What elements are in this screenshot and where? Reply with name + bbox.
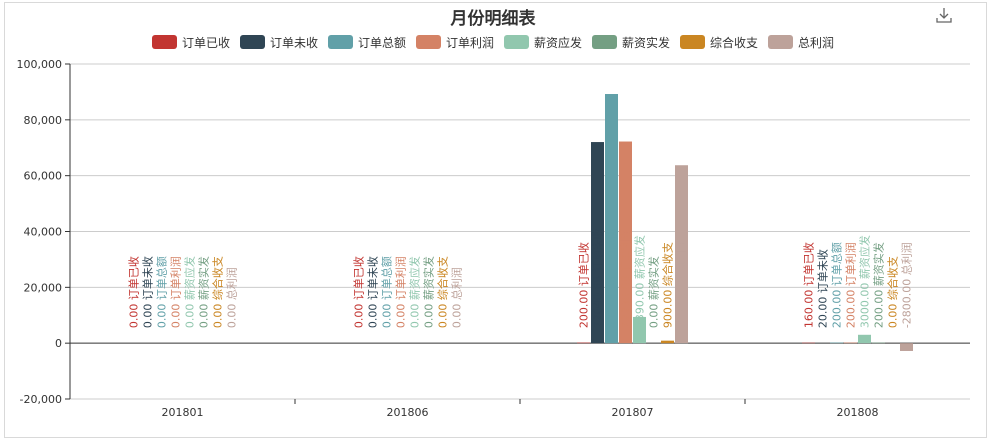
bar[interactable] xyxy=(577,342,590,344)
legend-swatch xyxy=(328,35,353,49)
x-tick-label: 201808 xyxy=(837,406,879,419)
legend-label: 薪资实发 xyxy=(622,35,670,50)
chart-title: 月份明细表 xyxy=(450,8,537,29)
download-icon[interactable] xyxy=(934,5,954,25)
data-label: 200.00 薪资实发 xyxy=(872,242,886,328)
legend: 订单已收 订单未收 订单总额 订单利润 薪资应发 薪资实发 综合收支 总利润 xyxy=(152,35,834,50)
legend-label: 订单已收 xyxy=(182,36,230,50)
legend-item[interactable]: 综合收支 xyxy=(680,35,758,50)
data-label: 63738.78 总利润 xyxy=(675,239,689,328)
data-label: 0.00 薪资应发 xyxy=(183,256,197,328)
data-label: 72040.68 订单未收 xyxy=(591,228,605,328)
data-label: 0.00 订单已收 xyxy=(352,256,366,328)
x-tick-label: 201801 xyxy=(162,406,204,419)
grid xyxy=(70,63,970,400)
data-label: 0.00 薪资应发 xyxy=(408,256,422,328)
data-label: 0.00 综合收支 xyxy=(436,256,450,328)
data-label: 0.00 综合收支 xyxy=(211,256,225,328)
legend-label: 订单未收 xyxy=(270,36,318,50)
data-label: 9390.00 薪资应发 xyxy=(633,235,647,328)
legend-item[interactable]: 薪资应发 xyxy=(504,35,582,50)
bar[interactable] xyxy=(661,340,674,344)
y-tick-label: 0 xyxy=(55,337,62,350)
legend-label: 薪资应发 xyxy=(534,35,582,50)
chart-frame xyxy=(4,2,987,438)
legend-item[interactable]: 订单未收 xyxy=(240,35,318,50)
bar[interactable] xyxy=(633,316,646,344)
x-tick-label: 201807 xyxy=(612,406,654,419)
data-label: 0.00 薪资实发 xyxy=(422,256,436,328)
data-label: 0.00 订单利润 xyxy=(394,256,408,328)
y-tick-label: 80,000 xyxy=(24,114,63,127)
y-tick-label: 60,000 xyxy=(24,170,63,183)
data-label: 0.00 订单已收 xyxy=(127,256,141,328)
data-label: 900.00 综合收支 xyxy=(661,242,675,328)
bar[interactable] xyxy=(605,94,618,344)
bar[interactable] xyxy=(872,342,885,344)
data-label: 200.00 订单总额 xyxy=(830,242,844,328)
y-tick-label: -20,000 xyxy=(20,393,62,406)
bar[interactable] xyxy=(830,342,843,344)
data-label: 200.00 订单利润 xyxy=(844,242,858,328)
legend-item[interactable]: 订单已收 xyxy=(152,35,230,50)
legend-swatch xyxy=(416,35,441,49)
data-label: 0.00 总利润 xyxy=(225,267,239,328)
data-label: 0.00 薪资实发 xyxy=(197,256,211,328)
data-label: -2800.00 总利润 xyxy=(900,242,914,328)
legend-swatch xyxy=(680,35,705,49)
bar[interactable] xyxy=(619,141,632,344)
legend-swatch xyxy=(152,35,177,49)
legend-item[interactable]: 总利润 xyxy=(768,35,834,50)
legend-label: 订单利润 xyxy=(446,36,494,50)
data-labels: 0.00 订单已收 0.00 订单未收 0.00 订单总额 0.00 订单利润 0.00… xyxy=(127,228,914,328)
data-label: 0.00 总利润 xyxy=(450,267,464,328)
data-label: 89248.68 订单总额 xyxy=(605,228,619,328)
data-label: 0.00 综合收支 xyxy=(886,256,900,328)
axes: -20,000 0 20,000 40,000 60,000 80,000 100,000 2… xyxy=(17,58,970,419)
legend-label: 总利润 xyxy=(798,36,834,50)
legend-swatch xyxy=(592,35,617,49)
y-tick-label: 100,000 xyxy=(17,58,63,71)
legend-label: 订单总额 xyxy=(358,36,406,50)
bar[interactable] xyxy=(858,334,871,344)
data-label: 3000.00 薪资应发 xyxy=(858,235,872,328)
bar[interactable] xyxy=(675,165,688,344)
bar[interactable] xyxy=(900,343,913,351)
data-label: 72230.68 订单利润 xyxy=(619,228,633,328)
legend-item[interactable]: 订单利润 xyxy=(416,35,494,50)
data-label: 0.00 订单未收 xyxy=(141,256,155,328)
data-label: 200.00 订单已收 xyxy=(577,242,591,328)
data-label: 0.00 订单利润 xyxy=(169,256,183,328)
y-tick-label: 20,000 xyxy=(24,281,63,294)
data-label: 0.00 订单总额 xyxy=(380,256,394,328)
legend-swatch xyxy=(504,35,529,49)
bars xyxy=(577,94,913,351)
legend-swatch xyxy=(240,35,265,49)
legend-label: 综合收支 xyxy=(710,35,758,50)
data-label: 0.00 订单未收 xyxy=(366,256,380,328)
bar[interactable] xyxy=(844,342,857,344)
legend-item[interactable]: 订单总额 xyxy=(328,35,406,50)
data-label: 0.00 薪资实发 xyxy=(647,256,661,328)
bar[interactable] xyxy=(591,142,604,344)
legend-swatch xyxy=(768,35,793,49)
data-label: 20.00 订单未收 xyxy=(816,249,830,328)
data-label: 160.00 订单已收 xyxy=(802,242,816,328)
y-tick-label: 40,000 xyxy=(24,226,63,239)
x-tick-label: 201806 xyxy=(387,406,429,419)
legend-item[interactable]: 薪资实发 xyxy=(592,35,670,50)
data-label: 0.00 订单总额 xyxy=(155,256,169,328)
